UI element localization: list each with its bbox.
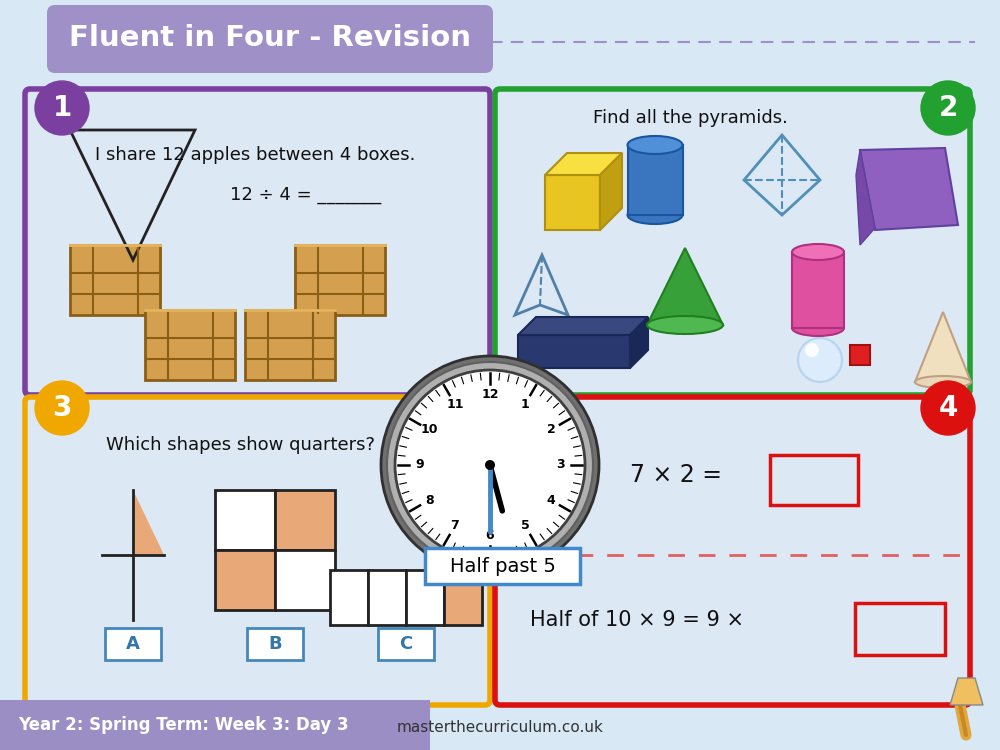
FancyBboxPatch shape <box>425 548 580 584</box>
Ellipse shape <box>792 320 844 336</box>
Ellipse shape <box>792 244 844 260</box>
FancyBboxPatch shape <box>495 397 970 705</box>
Ellipse shape <box>647 316 723 334</box>
Text: B: B <box>268 635 282 653</box>
Text: 5: 5 <box>521 520 530 532</box>
Text: Half past 5: Half past 5 <box>450 556 555 575</box>
Circle shape <box>921 381 975 435</box>
Bar <box>792 252 844 328</box>
Text: I share 12 apples between 4 boxes.: I share 12 apples between 4 boxes. <box>95 146 415 164</box>
FancyBboxPatch shape <box>70 245 160 315</box>
Bar <box>545 175 600 230</box>
Text: Find all the pyramids.: Find all the pyramids. <box>593 109 787 127</box>
Polygon shape <box>518 335 630 368</box>
FancyBboxPatch shape <box>145 310 235 380</box>
Bar <box>0 700 430 750</box>
FancyBboxPatch shape <box>295 245 385 315</box>
Polygon shape <box>518 317 648 335</box>
Polygon shape <box>600 153 622 230</box>
Polygon shape <box>132 490 164 555</box>
Text: 7 × 2 =: 7 × 2 = <box>630 463 722 487</box>
Text: 12: 12 <box>481 388 499 401</box>
Text: 2: 2 <box>938 94 958 122</box>
Bar <box>406 570 444 625</box>
FancyBboxPatch shape <box>245 310 335 380</box>
Bar <box>850 345 870 365</box>
Text: 4: 4 <box>547 494 555 507</box>
Ellipse shape <box>628 136 682 154</box>
Polygon shape <box>860 148 958 230</box>
Text: Which shapes show quarters?: Which shapes show quarters? <box>106 436 374 454</box>
Polygon shape <box>545 153 622 175</box>
Bar <box>628 145 682 215</box>
Circle shape <box>485 460 495 470</box>
Text: masterthecurriculum.co.uk: masterthecurriculum.co.uk <box>397 721 603 736</box>
Text: 11: 11 <box>446 398 464 410</box>
Text: 1: 1 <box>52 94 72 122</box>
Bar <box>275 550 335 610</box>
Text: 12 ÷ 4 = _______: 12 ÷ 4 = _______ <box>230 186 381 204</box>
FancyBboxPatch shape <box>25 397 490 705</box>
Text: A: A <box>126 635 139 653</box>
FancyBboxPatch shape <box>495 89 970 395</box>
Bar <box>247 628 303 660</box>
Text: 2: 2 <box>547 423 555 436</box>
Bar <box>275 490 335 550</box>
Bar <box>215 550 275 610</box>
Bar <box>378 628 434 660</box>
Circle shape <box>798 338 842 382</box>
Bar <box>444 570 482 625</box>
Bar <box>215 490 275 550</box>
Bar <box>770 455 858 505</box>
Circle shape <box>381 356 599 574</box>
Circle shape <box>921 81 975 135</box>
Text: 10: 10 <box>420 423 438 436</box>
Ellipse shape <box>628 206 682 224</box>
Text: 1: 1 <box>521 398 530 410</box>
Bar <box>330 570 368 625</box>
Bar <box>368 570 406 625</box>
Text: Year 2: Spring Term: Week 3: Day 3: Year 2: Spring Term: Week 3: Day 3 <box>18 716 349 734</box>
Circle shape <box>395 370 585 560</box>
Polygon shape <box>630 317 648 368</box>
Text: 3: 3 <box>52 394 72 422</box>
Circle shape <box>35 81 89 135</box>
FancyBboxPatch shape <box>47 5 493 73</box>
Text: Half of 10 × 9 = 9 ×: Half of 10 × 9 = 9 × <box>530 610 744 630</box>
Polygon shape <box>915 312 971 382</box>
Circle shape <box>35 381 89 435</box>
Text: 6: 6 <box>486 529 494 542</box>
Text: 8: 8 <box>425 494 433 507</box>
Text: 7: 7 <box>450 520 459 532</box>
Polygon shape <box>950 678 983 705</box>
Text: C: C <box>399 635 413 653</box>
Text: 9: 9 <box>415 458 424 472</box>
Text: 3: 3 <box>556 458 565 472</box>
Polygon shape <box>856 150 875 245</box>
Circle shape <box>805 343 819 357</box>
Text: 4: 4 <box>938 394 958 422</box>
Bar <box>104 628 160 660</box>
Text: Fluent in Four - Revision: Fluent in Four - Revision <box>69 24 471 52</box>
Bar <box>855 603 945 655</box>
Circle shape <box>387 362 593 568</box>
Polygon shape <box>647 248 723 325</box>
FancyBboxPatch shape <box>25 89 490 395</box>
Ellipse shape <box>915 376 971 388</box>
